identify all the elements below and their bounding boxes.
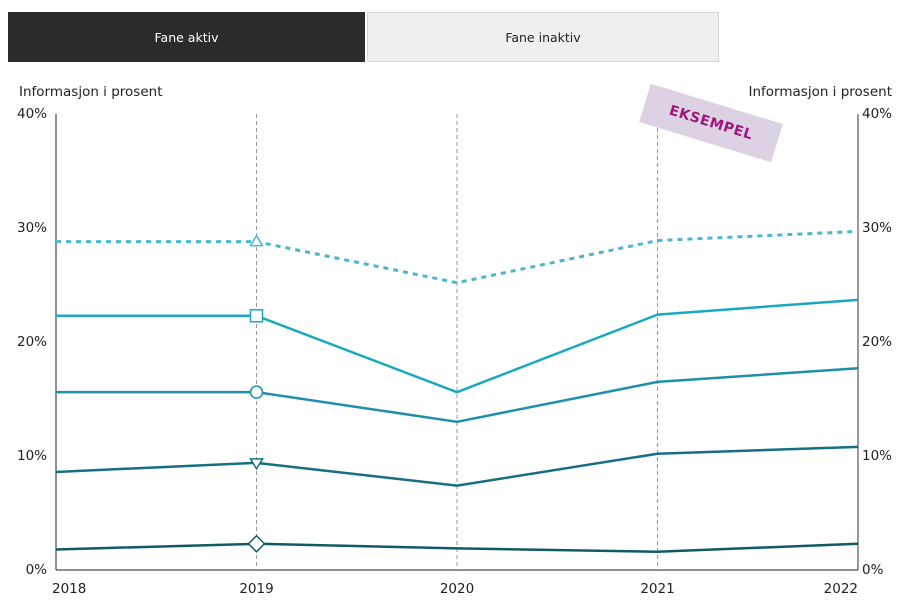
y-tick-label-right: 0%: [862, 562, 884, 578]
tab-label: Fane inaktiv: [505, 29, 581, 45]
series-line-2: [56, 298, 859, 394]
y-tick-label-left: 10%: [17, 448, 47, 464]
y-tick-label-right: 10%: [862, 448, 892, 464]
y-tick-label-right: 20%: [862, 334, 892, 350]
marker-triangle-down: [249, 458, 264, 471]
y-tick-label-left: 30%: [17, 220, 47, 236]
x-tick-label: 2020: [440, 581, 474, 597]
x-tick-label: 2021: [640, 581, 674, 597]
y-tick-label-left: 0%: [26, 562, 48, 578]
marker-square: [249, 309, 264, 323]
series-line-1: [56, 229, 859, 285]
x-tick-label: 2019: [239, 581, 273, 597]
y-tick-label-right: 30%: [862, 220, 892, 236]
x-tick-label: 2018: [52, 581, 86, 597]
marker-diamond: [247, 534, 266, 553]
y-axis-title-left: Informasjon i prosent: [19, 84, 163, 100]
tab-fane-inaktiv[interactable]: Fane inaktiv: [367, 12, 719, 62]
y-tick-label-right: 40%: [862, 106, 892, 122]
y-tick-label-left: 40%: [17, 106, 47, 122]
x-tick-label: 2022: [824, 581, 858, 597]
tab-label: Fane aktiv: [154, 29, 219, 45]
y-tick-label-left: 20%: [17, 334, 47, 350]
y-axis-title-right: Informasjon i prosent: [748, 84, 893, 100]
series-line-3: [56, 366, 859, 424]
marker-circle: [249, 385, 264, 399]
series-line-5: [55, 542, 859, 554]
tab-fane-aktiv[interactable]: Fane aktiv: [8, 12, 365, 62]
marker-triangle: [249, 234, 264, 247]
series-line-4: [55, 445, 859, 487]
